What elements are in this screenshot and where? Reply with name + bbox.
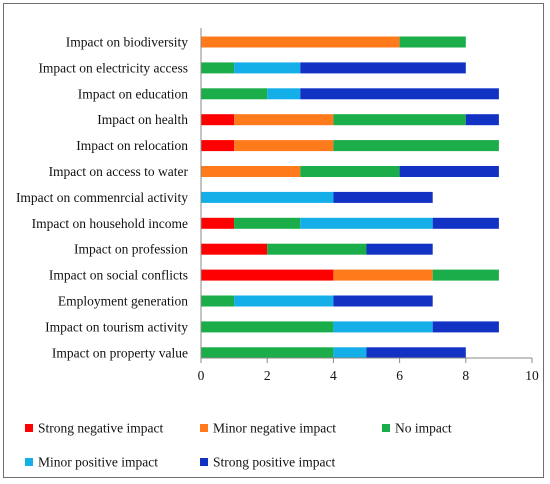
legend-swatch bbox=[25, 458, 33, 466]
bar-segment bbox=[201, 243, 268, 255]
bar-segment bbox=[201, 347, 334, 359]
category-label: Impact on electricity access bbox=[38, 60, 188, 75]
legend-swatch bbox=[382, 424, 390, 432]
bar-segment bbox=[201, 321, 334, 333]
bar-segment bbox=[201, 140, 235, 152]
x-tick-label: 0 bbox=[198, 368, 205, 383]
bar-segment bbox=[201, 269, 334, 281]
legend-swatch bbox=[200, 424, 208, 432]
bar-segment bbox=[333, 295, 433, 307]
bar-segment bbox=[432, 321, 499, 333]
legend-swatch bbox=[25, 424, 33, 432]
bar-segment bbox=[234, 295, 334, 307]
category-label: Impact on commenrcial activity bbox=[16, 190, 188, 205]
category-label: Impact on household income bbox=[32, 216, 188, 231]
bar-segment bbox=[201, 36, 400, 48]
bar-segment bbox=[333, 347, 367, 359]
bar-segment bbox=[201, 191, 334, 203]
legend-label: Minor positive impact bbox=[38, 455, 158, 470]
bar-segment bbox=[300, 88, 499, 100]
bar-segment bbox=[234, 114, 334, 126]
legend-label: Strong positive impact bbox=[213, 455, 335, 470]
bar-segment bbox=[333, 140, 499, 152]
legend-swatch bbox=[200, 458, 208, 466]
chart-frame bbox=[3, 3, 544, 478]
x-tick-label: 4 bbox=[330, 368, 337, 383]
category-label: Employment generation bbox=[58, 294, 188, 309]
bar-segment bbox=[432, 217, 499, 229]
bar-segment bbox=[300, 217, 433, 229]
category-label: Impact on health bbox=[97, 112, 188, 127]
category-label: Impact on tourism activity bbox=[45, 319, 188, 334]
x-tick-label: 6 bbox=[396, 368, 403, 383]
category-label: Impact on profession bbox=[74, 242, 188, 257]
x-tick-label: 8 bbox=[462, 368, 469, 383]
bar-segment bbox=[201, 166, 301, 177]
category-label: Impact on education bbox=[78, 86, 188, 101]
bar-segment bbox=[399, 166, 499, 177]
bar-segment bbox=[465, 114, 499, 126]
legend: Strong negative impact Minor negative imp… bbox=[25, 421, 452, 470]
bar-segment bbox=[201, 88, 268, 100]
x-tick-label: 10 bbox=[525, 368, 539, 383]
bar-segment bbox=[333, 191, 433, 203]
category-label: Impact on access to water bbox=[49, 164, 189, 179]
category-label: Impact on relocation bbox=[76, 138, 188, 153]
legend-label: No impact bbox=[395, 421, 452, 436]
bar-segment bbox=[267, 88, 301, 100]
bar-segment bbox=[201, 295, 235, 307]
bar-segment bbox=[234, 140, 334, 152]
bar-segment bbox=[201, 114, 235, 126]
bar-segment bbox=[267, 243, 367, 255]
legend-label: Strong negative impact bbox=[38, 421, 163, 436]
bar-segment bbox=[234, 217, 301, 229]
bar-segment bbox=[333, 114, 466, 126]
bar-segment bbox=[300, 62, 466, 74]
bar-segment bbox=[432, 269, 499, 281]
category-label: Impact on property value bbox=[52, 345, 188, 360]
bar-segment bbox=[366, 347, 466, 359]
bar-segment bbox=[300, 166, 400, 177]
legend-label: Minor negative impact bbox=[213, 421, 336, 436]
bar-segment bbox=[333, 269, 433, 281]
bar-segment bbox=[333, 321, 433, 333]
axis-layer: 0 2 4 6 8 10 bbox=[198, 28, 539, 383]
category-labels-layer: Impact on biodiversity Impact on electric… bbox=[16, 35, 189, 361]
bar-segment bbox=[201, 217, 235, 229]
bar-segment bbox=[234, 62, 301, 74]
bar-segment bbox=[366, 243, 433, 255]
bars-layer bbox=[201, 36, 499, 359]
x-tick-label: 2 bbox=[264, 368, 271, 383]
category-label: Impact on social conflicts bbox=[49, 268, 188, 283]
bar-segment bbox=[399, 36, 466, 48]
bar-segment bbox=[201, 62, 235, 74]
category-label: Impact on biodiversity bbox=[66, 35, 188, 50]
